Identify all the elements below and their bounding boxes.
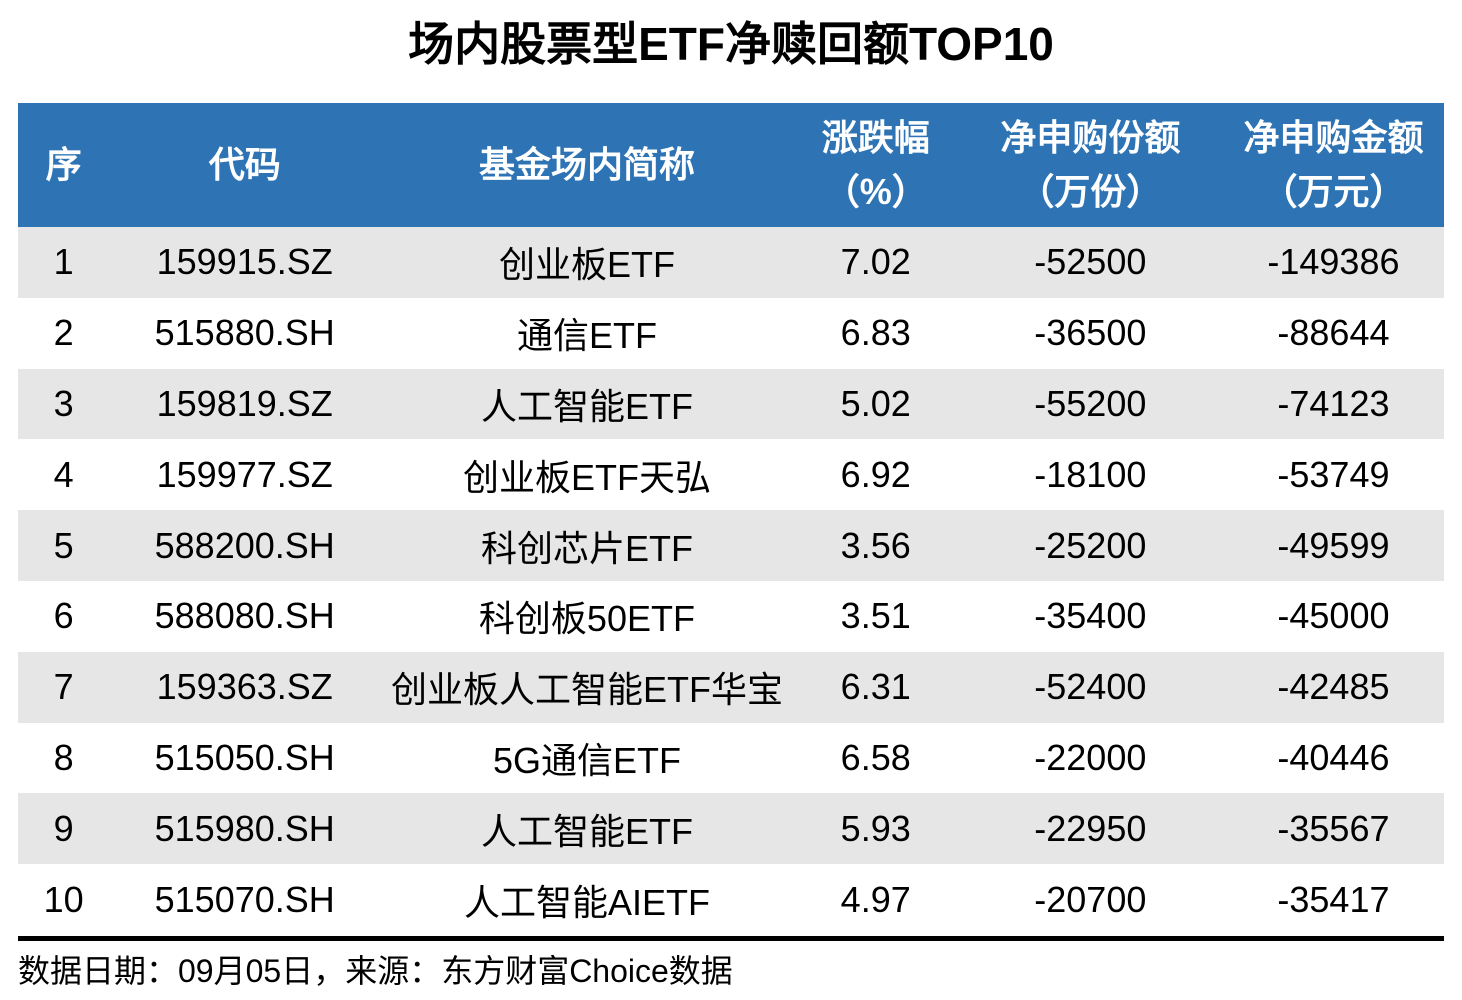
page-title: 场内股票型ETF净赎回额TOP10 bbox=[408, 18, 1054, 70]
cell-net-amount: -42485 bbox=[1277, 666, 1390, 708]
cell-seq: 6 bbox=[53, 595, 74, 637]
cell-seq: 2 bbox=[53, 312, 74, 354]
cell-seq: 9 bbox=[53, 807, 74, 849]
table-row: 6 588080.SH 科创板50ETF 3.51 -35400 -45000 bbox=[18, 580, 1444, 652]
cell-seq: 3 bbox=[53, 382, 74, 424]
cell-net-shares: -55200 bbox=[1034, 382, 1147, 424]
cell-net-amount: -88644 bbox=[1277, 312, 1390, 354]
cell-code: 159915.SZ bbox=[156, 241, 333, 283]
cell-net-shares: -20700 bbox=[1034, 878, 1147, 920]
table-row: 7 159363.SZ 创业板人工智能ETF华宝 6.31 -52400 -42… bbox=[18, 651, 1444, 723]
cell-name: 科创芯片ETF bbox=[480, 527, 693, 569]
cell-code: 588200.SH bbox=[154, 524, 335, 566]
header-cell-code: 代码 bbox=[109, 103, 380, 227]
cell-change-pct: 6.92 bbox=[840, 453, 911, 495]
table-row: 3 159819.SZ 人工智能ETF 5.02 -55200 -74123 bbox=[18, 368, 1444, 440]
header-label: 净申购份额 bbox=[1000, 117, 1181, 158]
footer-divider bbox=[18, 936, 1444, 941]
cell-code: 159363.SZ bbox=[156, 666, 333, 708]
table-row: 2 515880.SH 通信ETF 6.83 -36500 -88644 bbox=[18, 297, 1444, 369]
header-sublabel: （万份） bbox=[1018, 171, 1163, 212]
cell-change-pct: 3.56 bbox=[840, 524, 911, 566]
cell-code: 515880.SH bbox=[154, 312, 335, 354]
cell-name: 创业板ETF bbox=[498, 244, 675, 286]
cell-code: 159977.SZ bbox=[156, 453, 333, 495]
header-label: 净申购金额 bbox=[1243, 117, 1424, 158]
table-row: 10 515070.SH 人工智能AIETF 4.97 -20700 -3541… bbox=[18, 864, 1444, 935]
cell-change-pct: 3.51 bbox=[840, 595, 911, 637]
table-row: 8 515050.SH 5G通信ETF 6.58 -22000 -40446 bbox=[18, 722, 1444, 794]
cell-code: 588080.SH bbox=[154, 595, 335, 637]
header-sublabel: （万元） bbox=[1261, 171, 1406, 212]
cell-seq: 10 bbox=[43, 878, 84, 920]
cell-net-amount: -40446 bbox=[1277, 736, 1390, 778]
cell-net-shares: -22000 bbox=[1034, 736, 1147, 778]
cell-code: 515070.SH bbox=[154, 878, 335, 920]
cell-change-pct: 5.93 bbox=[840, 807, 911, 849]
cell-net-shares: -35400 bbox=[1034, 595, 1147, 637]
cell-net-amount: -49599 bbox=[1277, 524, 1390, 566]
table-row: 9 515980.SH 人工智能ETF 5.93 -22950 -35567 bbox=[18, 793, 1444, 865]
cell-net-amount: -74123 bbox=[1277, 382, 1390, 424]
table-row: 4 159977.SZ 创业板ETF天弘 6.92 -18100 -53749 bbox=[18, 439, 1444, 511]
cell-change-pct: 6.83 bbox=[840, 312, 911, 354]
cell-net-amount: -53749 bbox=[1277, 453, 1390, 495]
etf-table: 序 代码 基金场内简称 涨跌幅 （%） 净申购份额 （万份） 净申购金额 （万 bbox=[18, 103, 1444, 935]
cell-seq: 4 bbox=[53, 453, 74, 495]
cell-name: 人工智能ETF bbox=[480, 810, 693, 852]
header-cell-net-amount: 净申购金额 （万元） bbox=[1223, 103, 1444, 227]
cell-change-pct: 5.02 bbox=[840, 382, 911, 424]
cell-net-shares: -25200 bbox=[1034, 524, 1147, 566]
cell-change-pct: 4.97 bbox=[840, 878, 911, 920]
cell-change-pct: 6.31 bbox=[840, 666, 911, 708]
cell-net-amount: -35567 bbox=[1277, 807, 1390, 849]
table-header-row: 序 代码 基金场内简称 涨跌幅 （%） 净申购份额 （万份） 净申购金额 （万 bbox=[18, 103, 1444, 227]
table-row: 1 159915.SZ 创业板ETF 7.02 -52500 -149386 bbox=[18, 227, 1444, 298]
header-cell-name: 基金场内简称 bbox=[380, 103, 794, 227]
cell-net-shares: -52400 bbox=[1034, 666, 1147, 708]
cell-name: 科创板50ETF bbox=[478, 598, 695, 640]
table-row: 5 588200.SH 科创芯片ETF 3.56 -25200 -49599 bbox=[18, 510, 1444, 581]
cell-net-shares: -18100 bbox=[1034, 453, 1147, 495]
cell-net-amount: -45000 bbox=[1277, 595, 1390, 637]
cell-code: 515050.SH bbox=[154, 736, 335, 778]
header-cell-seq: 序 bbox=[18, 103, 109, 227]
header-cell-net-shares: 净申购份额 （万份） bbox=[958, 103, 1223, 227]
cell-name: 创业板人工智能ETF华宝 bbox=[390, 669, 783, 711]
header-label: 基金场内简称 bbox=[478, 144, 695, 185]
header-cell-change-pct: 涨跌幅 （%） bbox=[794, 103, 958, 227]
header-label: 涨跌幅 bbox=[821, 117, 930, 158]
header-sublabel: （%） bbox=[823, 171, 928, 212]
cell-name: 创业板ETF天弘 bbox=[462, 456, 711, 498]
cell-change-pct: 7.02 bbox=[840, 241, 911, 283]
cell-net-shares: -52500 bbox=[1034, 241, 1147, 283]
cell-seq: 5 bbox=[53, 524, 74, 566]
cell-seq: 8 bbox=[53, 736, 74, 778]
header-label: 序 bbox=[45, 144, 82, 185]
header-label: 代码 bbox=[208, 144, 281, 185]
source-note: 数据日期：09月05日，来源：东方财富Choice数据 bbox=[18, 953, 733, 989]
cell-change-pct: 6.58 bbox=[840, 736, 911, 778]
cell-code: 515980.SH bbox=[154, 807, 335, 849]
cell-seq: 1 bbox=[53, 241, 74, 283]
cell-name: 人工智能ETF bbox=[480, 385, 693, 427]
cell-seq: 7 bbox=[53, 666, 74, 708]
cell-net-amount: -149386 bbox=[1267, 241, 1400, 283]
cell-name: 人工智能AIETF bbox=[463, 881, 710, 923]
cell-net-shares: -36500 bbox=[1034, 312, 1147, 354]
cell-name: 5G通信ETF bbox=[492, 739, 681, 781]
cell-net-amount: -35417 bbox=[1277, 878, 1390, 920]
cell-net-shares: -22950 bbox=[1034, 807, 1147, 849]
cell-name: 通信ETF bbox=[516, 315, 657, 357]
cell-code: 159819.SZ bbox=[156, 382, 333, 424]
